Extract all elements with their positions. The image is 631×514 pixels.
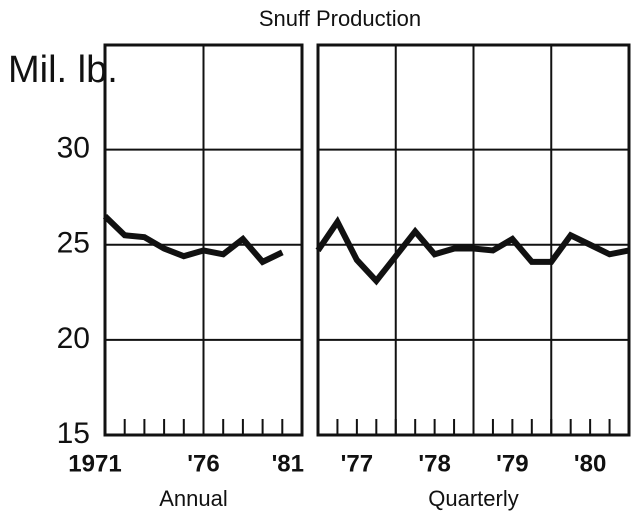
x-tick-label: '77 xyxy=(341,450,373,477)
x-tick-label: '80 xyxy=(574,450,606,477)
x-tick-label: '81 xyxy=(272,450,304,477)
x-axis-label: Annual xyxy=(159,486,228,511)
x-axis-label: Quarterly xyxy=(428,486,518,511)
y-tick-label: 30 xyxy=(57,132,90,165)
panel-frame xyxy=(316,43,631,437)
x-tick-label: '78 xyxy=(418,450,450,477)
data-line xyxy=(102,214,284,266)
panel-frame xyxy=(103,43,304,437)
x-tick-label: 1971 xyxy=(68,450,121,477)
y-axis-label: Mil. lb. xyxy=(8,49,118,91)
x-tick-label: '76 xyxy=(187,450,219,477)
y-tick-label: 25 xyxy=(57,227,90,260)
x-tick-label: '79 xyxy=(496,450,528,477)
data-line xyxy=(315,216,630,286)
chart-title: Snuff Production xyxy=(259,6,421,31)
y-tick-label: 15 xyxy=(57,417,90,450)
y-tick-label: 20 xyxy=(57,322,90,355)
